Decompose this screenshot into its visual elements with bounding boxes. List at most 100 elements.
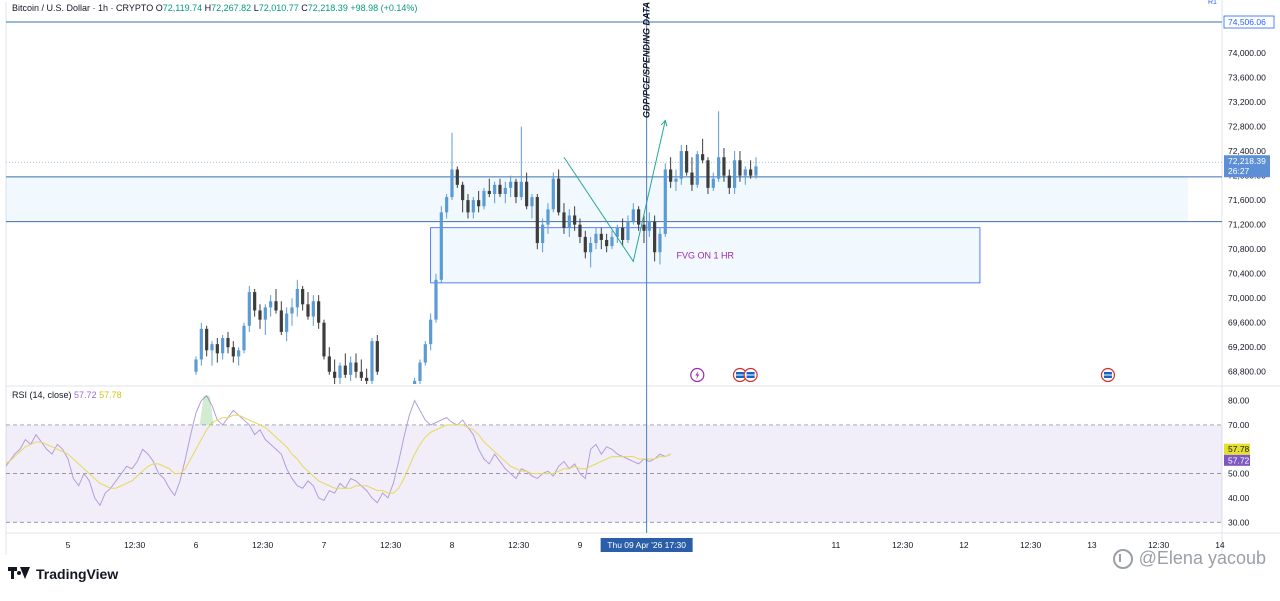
event-flag-icon[interactable] (1100, 367, 1116, 383)
time-tick-label: 12:30 (380, 540, 402, 550)
candle-body (237, 350, 241, 357)
candle-body (621, 227, 625, 240)
candle-body (503, 187, 507, 194)
candle-body (509, 181, 513, 188)
candle-body (466, 200, 470, 213)
tradingview-brand[interactable]: TradingView (8, 566, 118, 582)
open-value: 72,119.74 (162, 3, 203, 13)
time-tick-label: 12:30 (1020, 540, 1042, 550)
tradingview-logo-icon (8, 567, 30, 581)
candle-body (343, 365, 347, 375)
candle-body (679, 151, 683, 179)
candle-body (295, 289, 299, 308)
candle-body (637, 209, 641, 225)
drawn-arrow-head (660, 119, 668, 127)
candle-body (450, 169, 454, 198)
rsi-ma-value-label: 57.78 (1228, 444, 1250, 454)
high-label: H (204, 3, 212, 13)
candle-body (327, 356, 331, 372)
rsi-tick-label: 50.00 (1228, 469, 1250, 479)
rsi-tick-label: 30.00 (1228, 517, 1250, 527)
candle-body (674, 178, 678, 182)
social-logo-icon (1112, 548, 1133, 569)
candle-body (253, 292, 257, 311)
rsi-band-fill (6, 424, 1222, 523)
crosshair-time-label: Thu 09 Apr '26 17:30 (607, 540, 686, 550)
candle-body (269, 301, 273, 308)
time-tick-label: 12:30 (124, 540, 146, 550)
price-tick-label: 69,600.00 (1228, 318, 1266, 328)
candle-body (557, 178, 561, 213)
candle-body (631, 209, 635, 222)
candle-body (365, 377, 369, 381)
candle-body (690, 172, 694, 185)
top-price-box (1223, 15, 1275, 29)
event-vertical-label: GDP/PCE/SPENDING DATA (642, 2, 652, 118)
rsi-tick-label: 40.00 (1228, 493, 1250, 503)
event-flag-icon[interactable] (743, 367, 758, 383)
time-tick-label: 8 (450, 540, 455, 550)
candle-body (653, 221, 657, 253)
candle-body (738, 160, 742, 176)
candle-body (530, 197, 534, 207)
candle-body (285, 313, 289, 332)
candle-body (215, 344, 219, 354)
zone-label: FVG ON 1 HR (677, 250, 735, 260)
candle-body (663, 169, 667, 234)
brand-name: TradingView (36, 566, 119, 582)
candle-body (445, 197, 449, 213)
candle-body (658, 233, 662, 253)
symbol-title: Bitcoin / U.S. Dollar · 1h · CRYPTO (12, 3, 154, 13)
rsi-overbought-fill (199, 395, 214, 425)
price-tick-label: 72,800.00 (1228, 122, 1266, 132)
time-tick-label: 7 (322, 540, 327, 550)
candle-body (551, 178, 555, 210)
time-tick-label: 12:30 (508, 540, 530, 550)
time-tick-label: 14 (1215, 540, 1225, 550)
watermark: @Elena yacoub (1112, 548, 1266, 569)
time-tick-label: 5 (66, 540, 71, 550)
candle-body (493, 184, 497, 194)
crosshair-time-box (600, 538, 693, 552)
zone-box (430, 227, 981, 284)
low-value: 72,010.77 (258, 3, 299, 13)
candle-body (642, 224, 646, 231)
candle-body (733, 160, 737, 188)
candle-body (583, 236, 587, 253)
drawn-arrow-path (563, 120, 666, 263)
rsi-tick-label: 70.00 (1228, 420, 1250, 430)
rsi-ma-value: 57.78 (99, 390, 122, 400)
candle-body (317, 301, 321, 323)
candle-body (258, 310, 262, 320)
price-tick-label: 74,000.00 (1228, 48, 1266, 58)
symbol-legend: Bitcoin / U.S. Dollar · 1h · CRYPTO O72,… (12, 3, 417, 13)
candle-body (279, 310, 283, 332)
rsi-value-label: 57.72 (1228, 455, 1250, 465)
candle-body (263, 307, 267, 320)
candle-body (375, 341, 379, 372)
rsi-value-box (1224, 454, 1250, 466)
candle-body (541, 224, 545, 244)
candle-body (589, 243, 593, 253)
candle-body (413, 380, 417, 384)
price-tick-label: 70,800.00 (1228, 244, 1266, 254)
watermark-text: @Elena yacoub (1138, 548, 1266, 568)
event-bolt-icon[interactable] (690, 367, 705, 383)
candle-body (199, 328, 203, 360)
rsi-ma-line (6, 414, 671, 494)
price-tick-label: 69,200.00 (1228, 342, 1266, 352)
low-label: L (253, 3, 259, 13)
candle-body (242, 325, 246, 351)
time-tick-label: 6 (194, 540, 199, 550)
price-tick-label: 68,800.00 (1228, 367, 1266, 377)
candle-body (535, 197, 539, 244)
time-tick-label: 9 (578, 540, 583, 550)
candle-body (487, 190, 491, 194)
rsi-legend: RSI (14, close) 57.72 57.78 (12, 390, 122, 400)
candle-body (221, 338, 225, 354)
candle-body (567, 215, 571, 228)
time-tick-label: 11 (832, 540, 841, 550)
candle-body (477, 200, 481, 207)
